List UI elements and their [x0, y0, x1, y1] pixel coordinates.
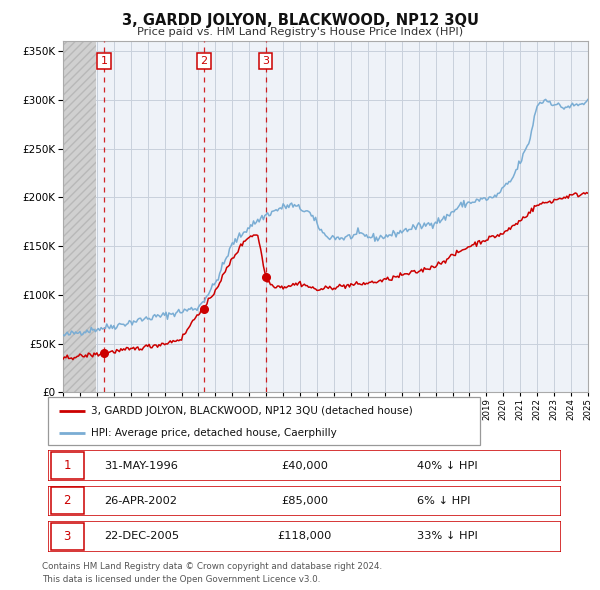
Text: Contains HM Land Registry data © Crown copyright and database right 2024.: Contains HM Land Registry data © Crown c…	[42, 562, 382, 571]
Bar	[63, 41, 95, 392]
Text: 22-DEC-2005: 22-DEC-2005	[104, 532, 179, 541]
FancyBboxPatch shape	[50, 523, 84, 550]
Text: HPI: Average price, detached house, Caerphilly: HPI: Average price, detached house, Caer…	[91, 428, 337, 438]
Text: This data is licensed under the Open Government Licence v3.0.: This data is licensed under the Open Gov…	[42, 575, 320, 584]
Text: 1: 1	[100, 56, 107, 66]
Text: 31-MAY-1996: 31-MAY-1996	[104, 461, 178, 470]
Text: 40% ↓ HPI: 40% ↓ HPI	[418, 461, 478, 470]
Text: 26-APR-2002: 26-APR-2002	[104, 496, 178, 506]
Text: 3, GARDD JOLYON, BLACKWOOD, NP12 3QU (detached house): 3, GARDD JOLYON, BLACKWOOD, NP12 3QU (de…	[91, 405, 413, 415]
Text: £40,000: £40,000	[281, 461, 328, 470]
Text: 3: 3	[64, 530, 71, 543]
FancyBboxPatch shape	[48, 486, 561, 516]
Text: 2: 2	[64, 494, 71, 507]
Text: Price paid vs. HM Land Registry's House Price Index (HPI): Price paid vs. HM Land Registry's House …	[137, 27, 463, 37]
Text: 6% ↓ HPI: 6% ↓ HPI	[418, 496, 471, 506]
Text: 3: 3	[262, 56, 269, 66]
FancyBboxPatch shape	[48, 450, 561, 481]
FancyBboxPatch shape	[48, 521, 561, 552]
Text: 2: 2	[200, 56, 208, 66]
Text: £85,000: £85,000	[281, 496, 328, 506]
Text: 3, GARDD JOLYON, BLACKWOOD, NP12 3QU: 3, GARDD JOLYON, BLACKWOOD, NP12 3QU	[121, 13, 479, 28]
FancyBboxPatch shape	[50, 487, 84, 514]
Text: 1: 1	[64, 459, 71, 472]
FancyBboxPatch shape	[50, 452, 84, 479]
FancyBboxPatch shape	[48, 397, 480, 445]
Text: 33% ↓ HPI: 33% ↓ HPI	[418, 532, 478, 541]
Text: £118,000: £118,000	[277, 532, 332, 541]
